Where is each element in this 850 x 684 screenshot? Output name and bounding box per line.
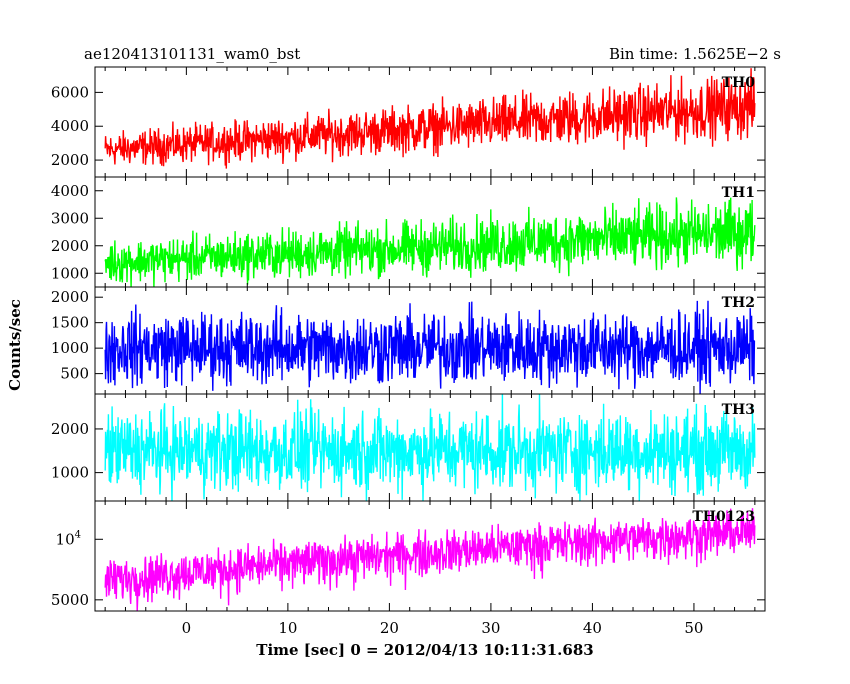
series-label-th0: TH0 — [722, 75, 756, 91]
y-tick-label: 5000 — [51, 591, 89, 609]
y-tick-label: 1000 — [51, 339, 89, 357]
series-line-th3 — [104, 394, 756, 501]
y-tick-label: 2000 — [51, 237, 89, 255]
x-tick-label: 30 — [481, 619, 500, 637]
y-tick-label: 4000 — [51, 182, 89, 200]
chart-title-left: ae120413101131_wam0_bst — [84, 45, 300, 63]
y-tick-label: 6000 — [51, 83, 89, 101]
x-tick-label: 20 — [380, 619, 399, 637]
y-tick-label: 2000 — [51, 288, 89, 306]
series-line-th0 — [104, 68, 756, 169]
y-tick-label: 104 — [56, 529, 81, 548]
x-tick-label: 10 — [278, 619, 297, 637]
series-line-th0123 — [104, 508, 756, 611]
x-axis-title: Time [sec] 0 = 2012/04/13 10:11:31.683 — [256, 641, 593, 659]
series-label-th0123: TH0123 — [692, 509, 755, 525]
y-tick-label: 4000 — [51, 117, 89, 135]
series-label-th2: TH2 — [722, 295, 755, 311]
series-line-th1 — [104, 197, 756, 287]
y-tick-label: 2000 — [51, 151, 89, 169]
y-tick-label: 2000 — [51, 420, 89, 438]
y-tick-label: 1000 — [51, 464, 89, 482]
series-line-th2 — [104, 300, 756, 394]
y-tick-label: 500 — [60, 365, 89, 383]
x-tick-label: 40 — [583, 619, 602, 637]
y-tick-label: 1500 — [51, 314, 89, 332]
x-tick-label: 0 — [182, 619, 192, 637]
series-label-th1: TH1 — [722, 185, 755, 201]
y-axis-title: Counts/sec — [6, 299, 24, 391]
chart-title-right: Bin time: 1.5625E−2 s — [609, 45, 781, 63]
series-label-th3: TH3 — [722, 402, 755, 418]
x-tick-label: 50 — [684, 619, 703, 637]
y-tick-label: 1000 — [51, 264, 89, 282]
y-tick-label: 3000 — [51, 209, 89, 227]
